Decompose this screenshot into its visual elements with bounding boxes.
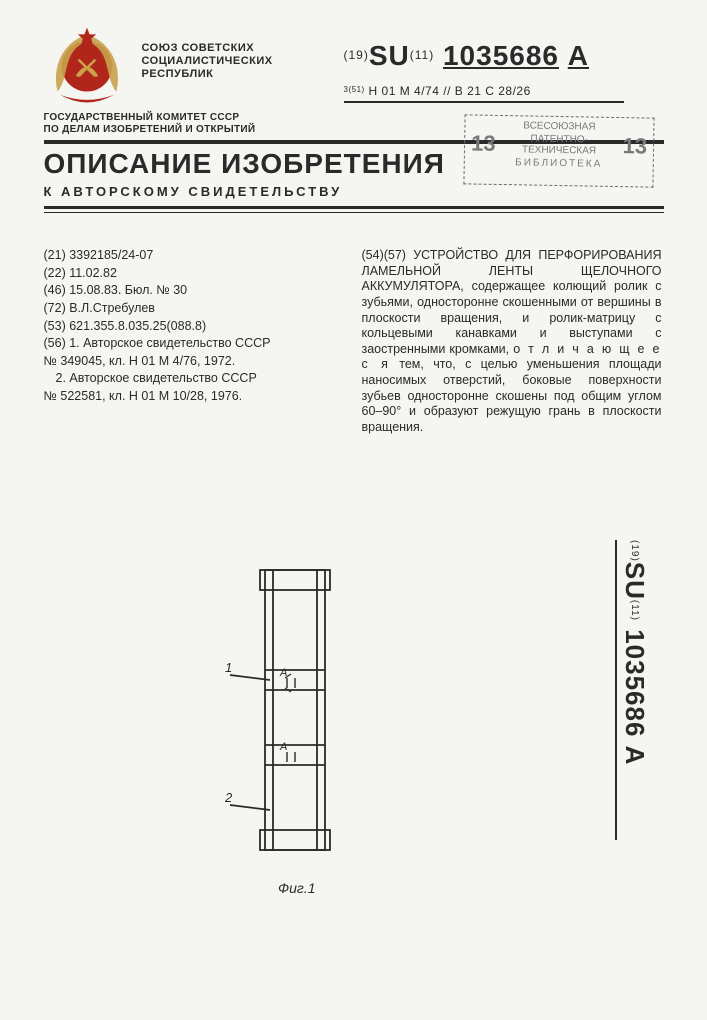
callout-1: 1 [225,660,232,675]
section-a-bot: A [279,741,287,753]
field-22: (22) 11.02.82 [44,266,344,282]
abstract-part2: тем, что, с целью уменьшения площади нан… [362,357,662,434]
figure-label: Фиг.1 [278,880,316,896]
document-number: (19)SU(11) 1035686 A [344,40,590,72]
rule-mid [44,206,664,209]
field-56-2a: 2. Авторское свидетельство СССР [44,371,344,387]
union-text: СОЮЗ СОВЕТСКИХ СОЦИАЛИСТИЧЕСКИХ РЕСПУБЛИ… [142,42,273,82]
section-a-top: A [279,667,287,679]
callout-2: 2 [225,790,233,805]
field-56-1a: (56) 1. Авторское свидетельство СССР [44,336,344,352]
field-46: (46) 15.08.83. Бюл. № 30 [44,283,344,299]
field-56-2b: № 522581, кл. Н 01 М 10/28, 1976. [44,389,344,405]
field-56-1b: № 349045, кл. Н 01 М 4/76, 1972. [44,354,344,370]
side-document-number: (19)SU(11) 1035686 A [615,540,650,840]
committee-text: ГОСУДАРСТВЕННЫЙ КОМИТЕТ СССР ПО ДЕЛАМ ИЗ… [44,112,256,135]
library-stamp: ВСЕСОЮЗНАЯ 13 ПАТЕНТНО- ТЕХНИЧЕСКАЯ 13 Б… [463,114,654,187]
right-column: (54)(57) УСТРОЙСТВО ДЛЯ ПЕРФОРИРОВАНИЯ Л… [362,248,662,438]
field-53: (53) 621.355.8.035.25(088.8) [44,319,344,335]
page-title: ОПИСАНИЕ ИЗОБРЕТЕНИЯ [44,148,445,180]
figure-1: 1 2 A A [225,560,355,880]
abstract-part1: (54)(57) УСТРОЙСТВО ДЛЯ ПЕРФОРИРОВАНИЯ Л… [362,248,662,356]
page-subtitle: К АВТОРСКОМУ СВИДЕТЕЛЬСТВУ [44,184,343,199]
field-72: (72) В.Л.Стребулев [44,301,344,317]
ussr-emblem [44,26,130,110]
rule-thin [44,212,664,213]
left-column: (21) 3392185/24-07 (22) 11.02.82 (46) 15… [44,248,344,438]
ipc-classifier: 3(51) Н 01 M 4/74 // В 21 С 28/26 [344,84,624,103]
field-21: (21) 3392185/24-07 [44,248,344,264]
